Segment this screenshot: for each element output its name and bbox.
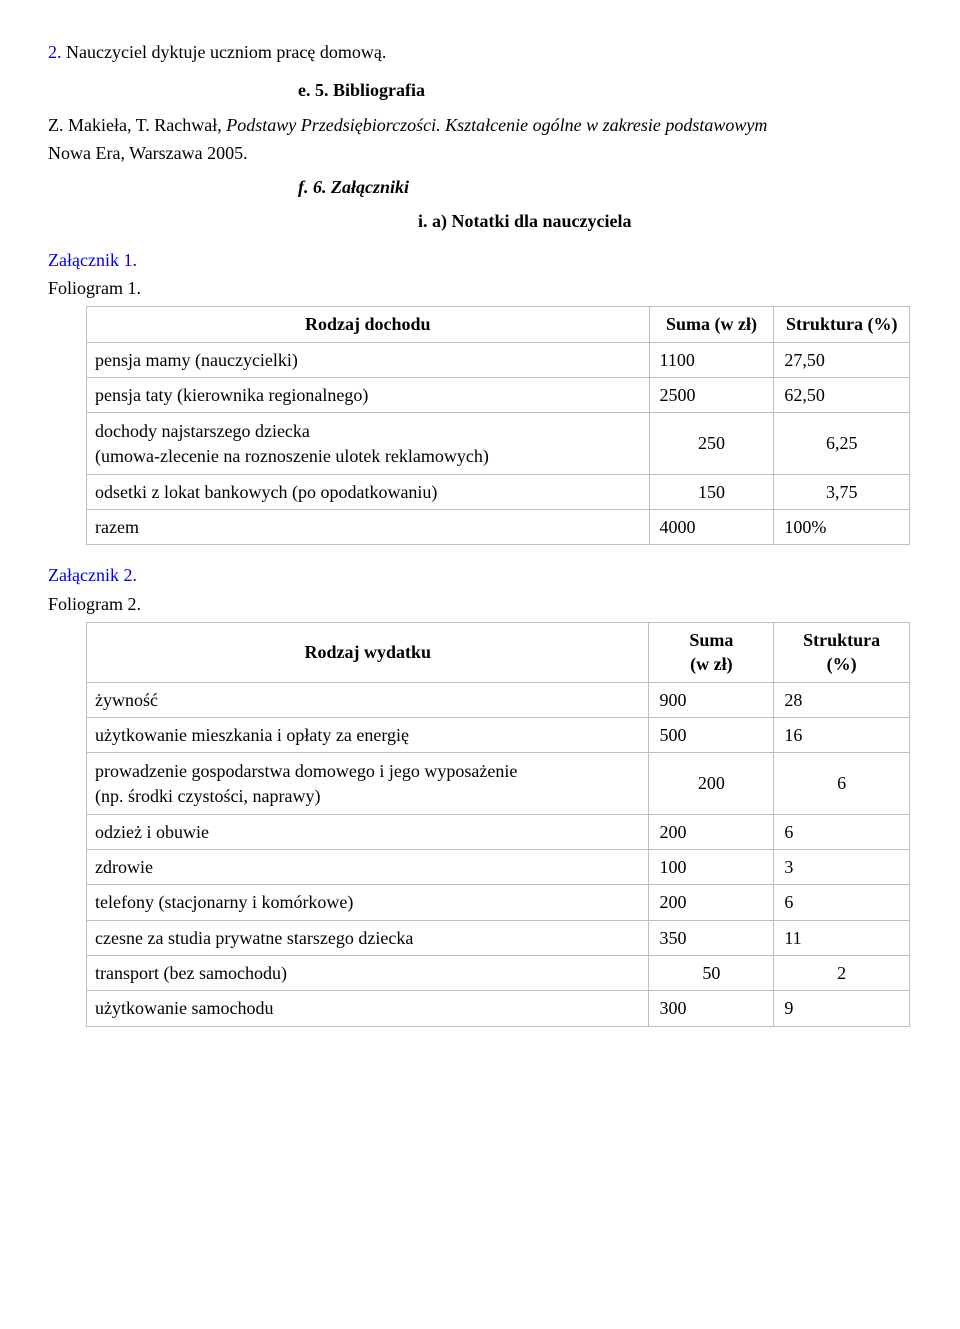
table-row: pensja taty (kierownika regionalnego)250… [87, 377, 910, 412]
table-row: dochody najstarszego dziecka(umowa-zlece… [87, 413, 910, 475]
cell-sum: 500 [649, 717, 774, 752]
table-row: odzież i obuwie2006 [87, 814, 910, 849]
heading-zalaczniki: f. 6. Załączniki [298, 175, 912, 199]
cell-label: użytkowanie samochodu [87, 991, 649, 1026]
cell-pct: 6 [774, 753, 910, 815]
zalacznik-2-link[interactable]: Załącznik 2. [48, 563, 912, 587]
heading-label: 5. Bibliografia [315, 80, 425, 100]
cell-pct: 62,50 [774, 377, 910, 412]
cell-label: zdrowie [87, 850, 649, 885]
biblio-title: Podstawy Przedsiębiorczości. Kształcenie… [226, 115, 767, 135]
numbered-item: 2. Nauczyciel dyktuje uczniom pracę domo… [48, 40, 912, 64]
cell-pct: 28 [774, 682, 910, 717]
table-row: użytkowanie samochodu3009 [87, 991, 910, 1026]
table-header-row: Rodzaj dochodu Suma (w zł) Struktura (%) [87, 307, 910, 342]
foliogram-1-label: Foliogram 1. [48, 276, 912, 300]
heading-prefix: e. [298, 80, 311, 100]
cell-pct: 6 [774, 885, 910, 920]
cell-pct: 3 [774, 850, 910, 885]
col-suma: Suma (w zł) [649, 623, 774, 683]
table-row: odsetki z lokat bankowych (po opodatkowa… [87, 474, 910, 509]
cell-label: transport (bez samochodu) [87, 956, 649, 991]
cell-label: odzież i obuwie [87, 814, 649, 849]
cell-sum: 200 [649, 753, 774, 815]
table-row: razem4000100% [87, 510, 910, 545]
cell-label: pensja mamy (nauczycielki) [87, 342, 650, 377]
cell-label: odsetki z lokat bankowych (po opodatkowa… [87, 474, 650, 509]
cell-label: dochody najstarszego dziecka(umowa-zlece… [87, 413, 650, 475]
heading-label: 6. Załączniki [313, 177, 409, 197]
cell-sum: 100 [649, 850, 774, 885]
item-text: Nauczyciel dyktuje uczniom pracę domową. [66, 42, 386, 62]
cell-pct: 2 [774, 956, 910, 991]
cell-sum: 250 [649, 413, 774, 475]
heading-bibliografia: e. 5. Bibliografia [298, 78, 912, 102]
biblio-line-1: Z. Makieła, T. Rachwał, Podstawy Przedsi… [48, 113, 912, 137]
cell-sum: 2500 [649, 377, 774, 412]
biblio-authors: Z. Makieła, T. Rachwał, [48, 115, 226, 135]
col-struktura: Struktura (%) [774, 307, 910, 342]
cell-pct: 6,25 [774, 413, 910, 475]
cell-label: czesne za studia prywatne starszego dzie… [87, 920, 649, 955]
cell-label: telefony (stacjonarny i komórkowe) [87, 885, 649, 920]
table-row: prowadzenie gospodarstwa domowego i jego… [87, 753, 910, 815]
table-row: zdrowie1003 [87, 850, 910, 885]
cell-sum: 1100 [649, 342, 774, 377]
table-row: czesne za studia prywatne starszego dzie… [87, 920, 910, 955]
heading-prefix: i. [418, 211, 428, 231]
cell-sum: 200 [649, 885, 774, 920]
biblio-line-2: Nowa Era, Warszawa 2005. [48, 141, 912, 165]
cell-label: prowadzenie gospodarstwa domowego i jego… [87, 753, 649, 815]
col-struktura: Struktura (%) [774, 623, 910, 683]
col-rodzaj: Rodzaj wydatku [87, 623, 649, 683]
cell-sum: 50 [649, 956, 774, 991]
table-row: telefony (stacjonarny i komórkowe)2006 [87, 885, 910, 920]
cell-sum: 900 [649, 682, 774, 717]
cell-label: użytkowanie mieszkania i opłaty za energ… [87, 717, 649, 752]
cell-pct: 11 [774, 920, 910, 955]
foliogram-2-label: Foliogram 2. [48, 592, 912, 616]
cell-label: żywność [87, 682, 649, 717]
heading-prefix: f. [298, 177, 309, 197]
item-number: 2. [48, 42, 62, 62]
col-rodzaj: Rodzaj dochodu [87, 307, 650, 342]
cell-pct: 6 [774, 814, 910, 849]
heading-notatki: i. a) Notatki dla nauczyciela [418, 209, 912, 233]
cell-pct: 27,50 [774, 342, 910, 377]
col-suma: Suma (w zł) [649, 307, 774, 342]
cell-pct: 9 [774, 991, 910, 1026]
cell-sum: 4000 [649, 510, 774, 545]
cell-label: razem [87, 510, 650, 545]
table-row: transport (bez samochodu)502 [87, 956, 910, 991]
cell-pct: 3,75 [774, 474, 910, 509]
cell-sum: 300 [649, 991, 774, 1026]
table-dochody: Rodzaj dochodu Suma (w zł) Struktura (%)… [86, 306, 910, 545]
table-row: pensja mamy (nauczycielki)110027,50 [87, 342, 910, 377]
cell-sum: 150 [649, 474, 774, 509]
heading-label: a) Notatki dla nauczyciela [432, 211, 632, 231]
table-header-row: Rodzaj wydatku Suma (w zł) Struktura (%) [87, 623, 910, 683]
cell-sum: 200 [649, 814, 774, 849]
cell-pct: 16 [774, 717, 910, 752]
cell-label: pensja taty (kierownika regionalnego) [87, 377, 650, 412]
zalacznik-1-link[interactable]: Załącznik 1. [48, 248, 912, 272]
table-row: żywność90028 [87, 682, 910, 717]
table-row: użytkowanie mieszkania i opłaty za energ… [87, 717, 910, 752]
table-wydatki: Rodzaj wydatku Suma (w zł) Struktura (%)… [86, 622, 910, 1027]
cell-sum: 350 [649, 920, 774, 955]
cell-pct: 100% [774, 510, 910, 545]
